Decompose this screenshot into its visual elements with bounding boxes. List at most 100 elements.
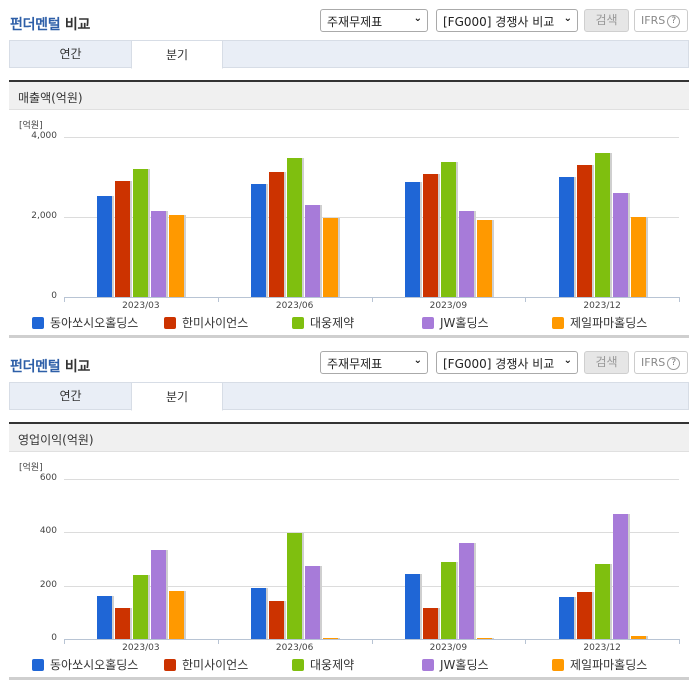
legend-item[interactable]: JW홀딩스 bbox=[422, 656, 489, 673]
x-tick-label: 2023/12 bbox=[583, 643, 621, 653]
legend-swatch-icon bbox=[164, 317, 176, 329]
bar bbox=[404, 182, 420, 297]
fundamental-compare-section-operating-profit: 펀더멘털 비교 주재무제표 ⌄ [FG000] 경쟁사 비교 ⌄ 검색 IFRS? … bbox=[0, 342, 696, 680]
legend-label: JW홀딩스 bbox=[440, 316, 489, 330]
legend-item[interactable]: 한미사이언스 bbox=[164, 314, 248, 331]
search-button[interactable]: 검색 bbox=[584, 351, 629, 374]
chevron-down-icon: ⌄ bbox=[563, 13, 572, 24]
bar bbox=[151, 211, 167, 297]
compare-group-select[interactable]: [FG000] 경쟁사 비교 ⌄ bbox=[436, 351, 578, 374]
legend-label: 대웅제약 bbox=[310, 316, 355, 330]
tab-quarterly[interactable]: 분기 bbox=[131, 40, 223, 69]
x-tick-label: 2023/06 bbox=[275, 301, 314, 311]
bar bbox=[305, 566, 321, 639]
tab-quarterly[interactable]: 분기 bbox=[131, 382, 223, 411]
bar bbox=[133, 169, 149, 297]
bar bbox=[97, 596, 113, 639]
legend-swatch-icon bbox=[422, 659, 434, 671]
bar bbox=[458, 211, 474, 297]
bar bbox=[323, 637, 339, 639]
y-tick-label: 200 bbox=[39, 579, 57, 590]
bar bbox=[558, 597, 574, 639]
legend-label: 제일파마홀딩스 bbox=[570, 658, 648, 672]
tab-annual[interactable]: 연간 bbox=[59, 389, 82, 403]
legend-item[interactable]: 대웅제약 bbox=[292, 314, 354, 331]
statement-type-select[interactable]: 주재무제표 ⌄ bbox=[320, 351, 428, 374]
x-tick-mark bbox=[217, 297, 219, 302]
bar bbox=[422, 174, 438, 297]
legend-item[interactable]: 동아쏘시오홀딩스 bbox=[32, 656, 138, 673]
metric-label: 매출액(억원) bbox=[9, 80, 689, 110]
y-tick-label: 600 bbox=[39, 473, 57, 483]
x-tick-label: 2023/03 bbox=[122, 643, 160, 653]
ifrs-help-button[interactable]: IFRS? bbox=[634, 9, 688, 32]
legend-item[interactable]: 제일파마홀딩스 bbox=[552, 314, 647, 331]
x-tick-mark bbox=[525, 639, 527, 644]
bar bbox=[251, 184, 267, 297]
bar bbox=[115, 181, 131, 297]
bar bbox=[169, 215, 185, 297]
y-axis-unit-label: [억원] bbox=[19, 463, 43, 473]
bar bbox=[269, 601, 285, 639]
legend-label: 한미사이언스 bbox=[182, 658, 249, 672]
legend-item[interactable]: JW홀딩스 bbox=[422, 314, 489, 331]
legend-item[interactable]: 제일파마홀딩스 bbox=[552, 656, 647, 673]
bar bbox=[630, 217, 646, 297]
chevron-down-icon: ⌄ bbox=[413, 13, 422, 24]
bar bbox=[612, 514, 628, 639]
compare-group-select[interactable]: [FG000] 경쟁사 비교 ⌄ bbox=[436, 9, 578, 32]
bar bbox=[151, 550, 167, 639]
help-icon: ? bbox=[667, 357, 681, 370]
legend-label: 한미사이언스 bbox=[182, 316, 249, 330]
bar bbox=[476, 638, 492, 639]
section-title: 펀더멘털 비교 bbox=[10, 17, 91, 33]
legend-item[interactable]: 동아쏘시오홀딩스 bbox=[32, 314, 138, 331]
section-divider bbox=[9, 677, 689, 680]
gridline bbox=[64, 137, 679, 138]
bar bbox=[594, 153, 610, 297]
bar bbox=[458, 543, 474, 639]
bar bbox=[612, 193, 628, 297]
tab-annual[interactable]: 연간 bbox=[59, 47, 82, 61]
legend-label: JW홀딩스 bbox=[440, 658, 489, 672]
x-tick-mark bbox=[679, 297, 680, 302]
gridline bbox=[64, 585, 679, 587]
y-axis-unit-label: [억원] bbox=[19, 121, 43, 131]
bar bbox=[115, 607, 131, 639]
period-tabs: 연간 분기 bbox=[9, 382, 689, 411]
bar bbox=[630, 636, 646, 639]
gridline bbox=[64, 217, 679, 218]
chevron-down-icon: ⌄ bbox=[413, 355, 422, 366]
ifrs-help-button[interactable]: IFRS? bbox=[634, 351, 688, 374]
x-tick-mark bbox=[217, 639, 219, 644]
bar bbox=[133, 575, 149, 639]
bar bbox=[440, 162, 456, 297]
section-header: 펀더멘털 비교 주재무제표 ⌄ [FG000] 경쟁사 비교 ⌄ 검색 IFRS? bbox=[0, 0, 696, 40]
x-tick-label: 2023/09 bbox=[429, 301, 468, 311]
legend-label: 동아쏘시오홀딩스 bbox=[50, 658, 139, 672]
bar bbox=[440, 562, 456, 639]
chart-legend: 동아쏘시오홀딩스 한미사이언스 대웅제약 JW홀딩스 제일파마홀딩스 bbox=[9, 656, 689, 672]
bar bbox=[251, 588, 267, 639]
legend-item[interactable]: 대웅제약 bbox=[292, 656, 354, 673]
chart-legend: 동아쏘시오홀딩스 한미사이언스 대웅제약 JW홀딩스 제일파마홀딩스 bbox=[9, 314, 689, 330]
y-tick-label: 0 bbox=[51, 633, 57, 643]
statement-type-select[interactable]: 주재무제표 ⌄ bbox=[320, 9, 428, 32]
bar bbox=[576, 165, 592, 297]
bar bbox=[404, 574, 420, 639]
x-tick-mark bbox=[371, 639, 373, 644]
bar bbox=[576, 592, 592, 639]
legend-item[interactable]: 한미사이언스 bbox=[164, 656, 248, 673]
x-tick-label: 2023/03 bbox=[122, 301, 160, 311]
fundamental-compare-section-revenue: 펀더멘털 비교 주재무제표 ⌄ [FG000] 경쟁사 비교 ⌄ 검색 IFRS? … bbox=[0, 0, 696, 338]
bar bbox=[594, 564, 610, 639]
legend-label: 대웅제약 bbox=[310, 658, 355, 672]
legend-swatch-icon bbox=[32, 659, 44, 671]
chevron-down-icon: ⌄ bbox=[563, 355, 572, 366]
legend-swatch-icon bbox=[164, 659, 176, 671]
legend-label: 동아쏘시오홀딩스 bbox=[50, 316, 139, 330]
x-tick-label: 2023/06 bbox=[275, 643, 314, 653]
bar bbox=[558, 177, 574, 297]
gridline bbox=[64, 479, 679, 480]
search-button[interactable]: 검색 bbox=[584, 9, 629, 32]
